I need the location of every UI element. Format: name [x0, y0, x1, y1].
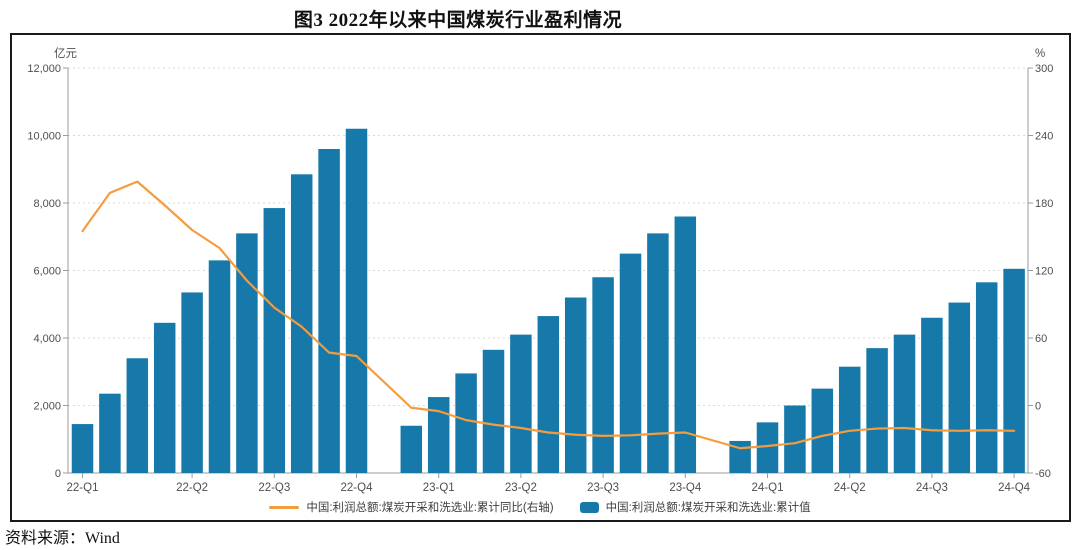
x-axis-tick-label: 24-Q4	[998, 482, 1031, 494]
left-axis-tick-label: 8,000	[33, 198, 61, 210]
right-axis-tick-label: 120	[1035, 266, 1053, 278]
bar-2022-07	[208, 260, 231, 473]
bar-2022-09	[263, 208, 286, 473]
bar-2023-06	[510, 334, 532, 473]
x-axis-tick-label: 23-Q4	[669, 482, 702, 494]
bar-2022-04	[126, 358, 149, 473]
right-axis-tick-label: 240	[1035, 131, 1053, 143]
bar-2024-05	[811, 388, 834, 473]
chart-panel-border	[10, 33, 1071, 522]
bar-2023-04	[455, 373, 477, 473]
bar-2022-12	[345, 128, 368, 473]
bar-2023-10	[619, 253, 642, 473]
figure-title: 图3 2022年以来中国煤炭行业盈利情况	[293, 10, 623, 31]
bar-2022-10	[290, 174, 313, 473]
bar-swatch-icon	[579, 501, 599, 513]
x-axis-tick-label: 23-Q2	[505, 482, 537, 494]
bar-2023-09	[592, 277, 614, 473]
right-axis-tick-label: 60	[1035, 333, 1047, 345]
bar-2024-03	[756, 422, 779, 473]
bar-2024-10	[948, 302, 971, 473]
bar-2023-08	[564, 297, 587, 473]
left-axis-tick-label: 0	[55, 468, 61, 480]
left-axis-tick-label: 6,000	[33, 266, 61, 278]
x-axis-tick-label: 22-Q3	[258, 482, 290, 494]
bar-2024-09	[921, 317, 943, 473]
line-swatch-icon	[269, 505, 300, 509]
bar-2022-03	[99, 393, 121, 473]
x-axis-tick-label: 22-Q4	[341, 482, 374, 494]
right-axis-tick-label: 0	[1035, 401, 1041, 413]
bar-2023-05	[482, 349, 505, 473]
x-axis-tick-label: 24-Q1	[752, 482, 784, 494]
right-axis-unit-label: %	[1035, 48, 1045, 60]
right-axis-tick-label: -60	[1035, 468, 1051, 480]
right-axis-tick-label: 300	[1035, 63, 1053, 75]
legend-item-cumulative-bar: 中国:利润总额:煤炭开采和洗选业:累计值	[579, 499, 811, 515]
x-axis-tick-label: 23-Q3	[587, 482, 619, 494]
bar-2024-04	[784, 405, 806, 473]
bar-2022-11	[318, 149, 340, 473]
x-axis-tick-label: 24-Q3	[916, 482, 948, 494]
left-axis-tick-label: 2,000	[33, 401, 61, 413]
bar-2022-02	[71, 424, 94, 473]
yoy-growth-line	[81, 180, 1016, 450]
x-axis-tick-label: 22-Q1	[67, 482, 99, 494]
bar-2022-06	[181, 292, 203, 473]
bar-2023-12	[674, 216, 697, 473]
legend-item-yoy-line: 中国:利润总额:煤炭开采和洗选业:累计同比(右轴)	[269, 499, 554, 515]
right-axis-tick-label: 180	[1035, 198, 1053, 210]
bar-2024-07	[866, 348, 888, 473]
legend-label-cumulative: 中国:利润总额:煤炭开采和洗选业:累计值	[605, 502, 811, 514]
bar-2024-02	[729, 440, 751, 473]
left-axis-tick-label: 10,000	[27, 131, 61, 143]
x-axis-tick-label: 22-Q2	[176, 482, 208, 494]
bar-2023-07	[537, 316, 560, 473]
bar-2022-05	[153, 322, 176, 473]
x-axis-tick-label: 23-Q1	[423, 482, 455, 494]
left-axis-tick-label: 12,000	[27, 63, 61, 75]
bar-2024-06	[838, 366, 861, 473]
left-axis-tick-label: 4,000	[33, 333, 61, 345]
bar-2023-11	[647, 233, 669, 473]
bar-2023-03	[427, 397, 450, 473]
x-axis-tick-label: 24-Q2	[834, 482, 866, 494]
bar-2023-02	[400, 425, 423, 473]
bar-2024-12	[1003, 268, 1025, 473]
left-axis-unit-label: 亿元	[54, 47, 77, 60]
bar-2024-11	[975, 282, 998, 473]
bar-2022-08	[236, 233, 258, 473]
data-source-note: 资料来源：Wind	[5, 530, 120, 547]
bar-2024-08	[893, 334, 916, 473]
legend-label-yoy: 中国:利润总额:煤炭开采和洗选业:累计同比(右轴)	[306, 502, 554, 514]
chart-legend: 中国:利润总额:煤炭开采和洗选业:累计同比(右轴) 中国:利润总额:煤炭开采和洗…	[10, 499, 1070, 515]
